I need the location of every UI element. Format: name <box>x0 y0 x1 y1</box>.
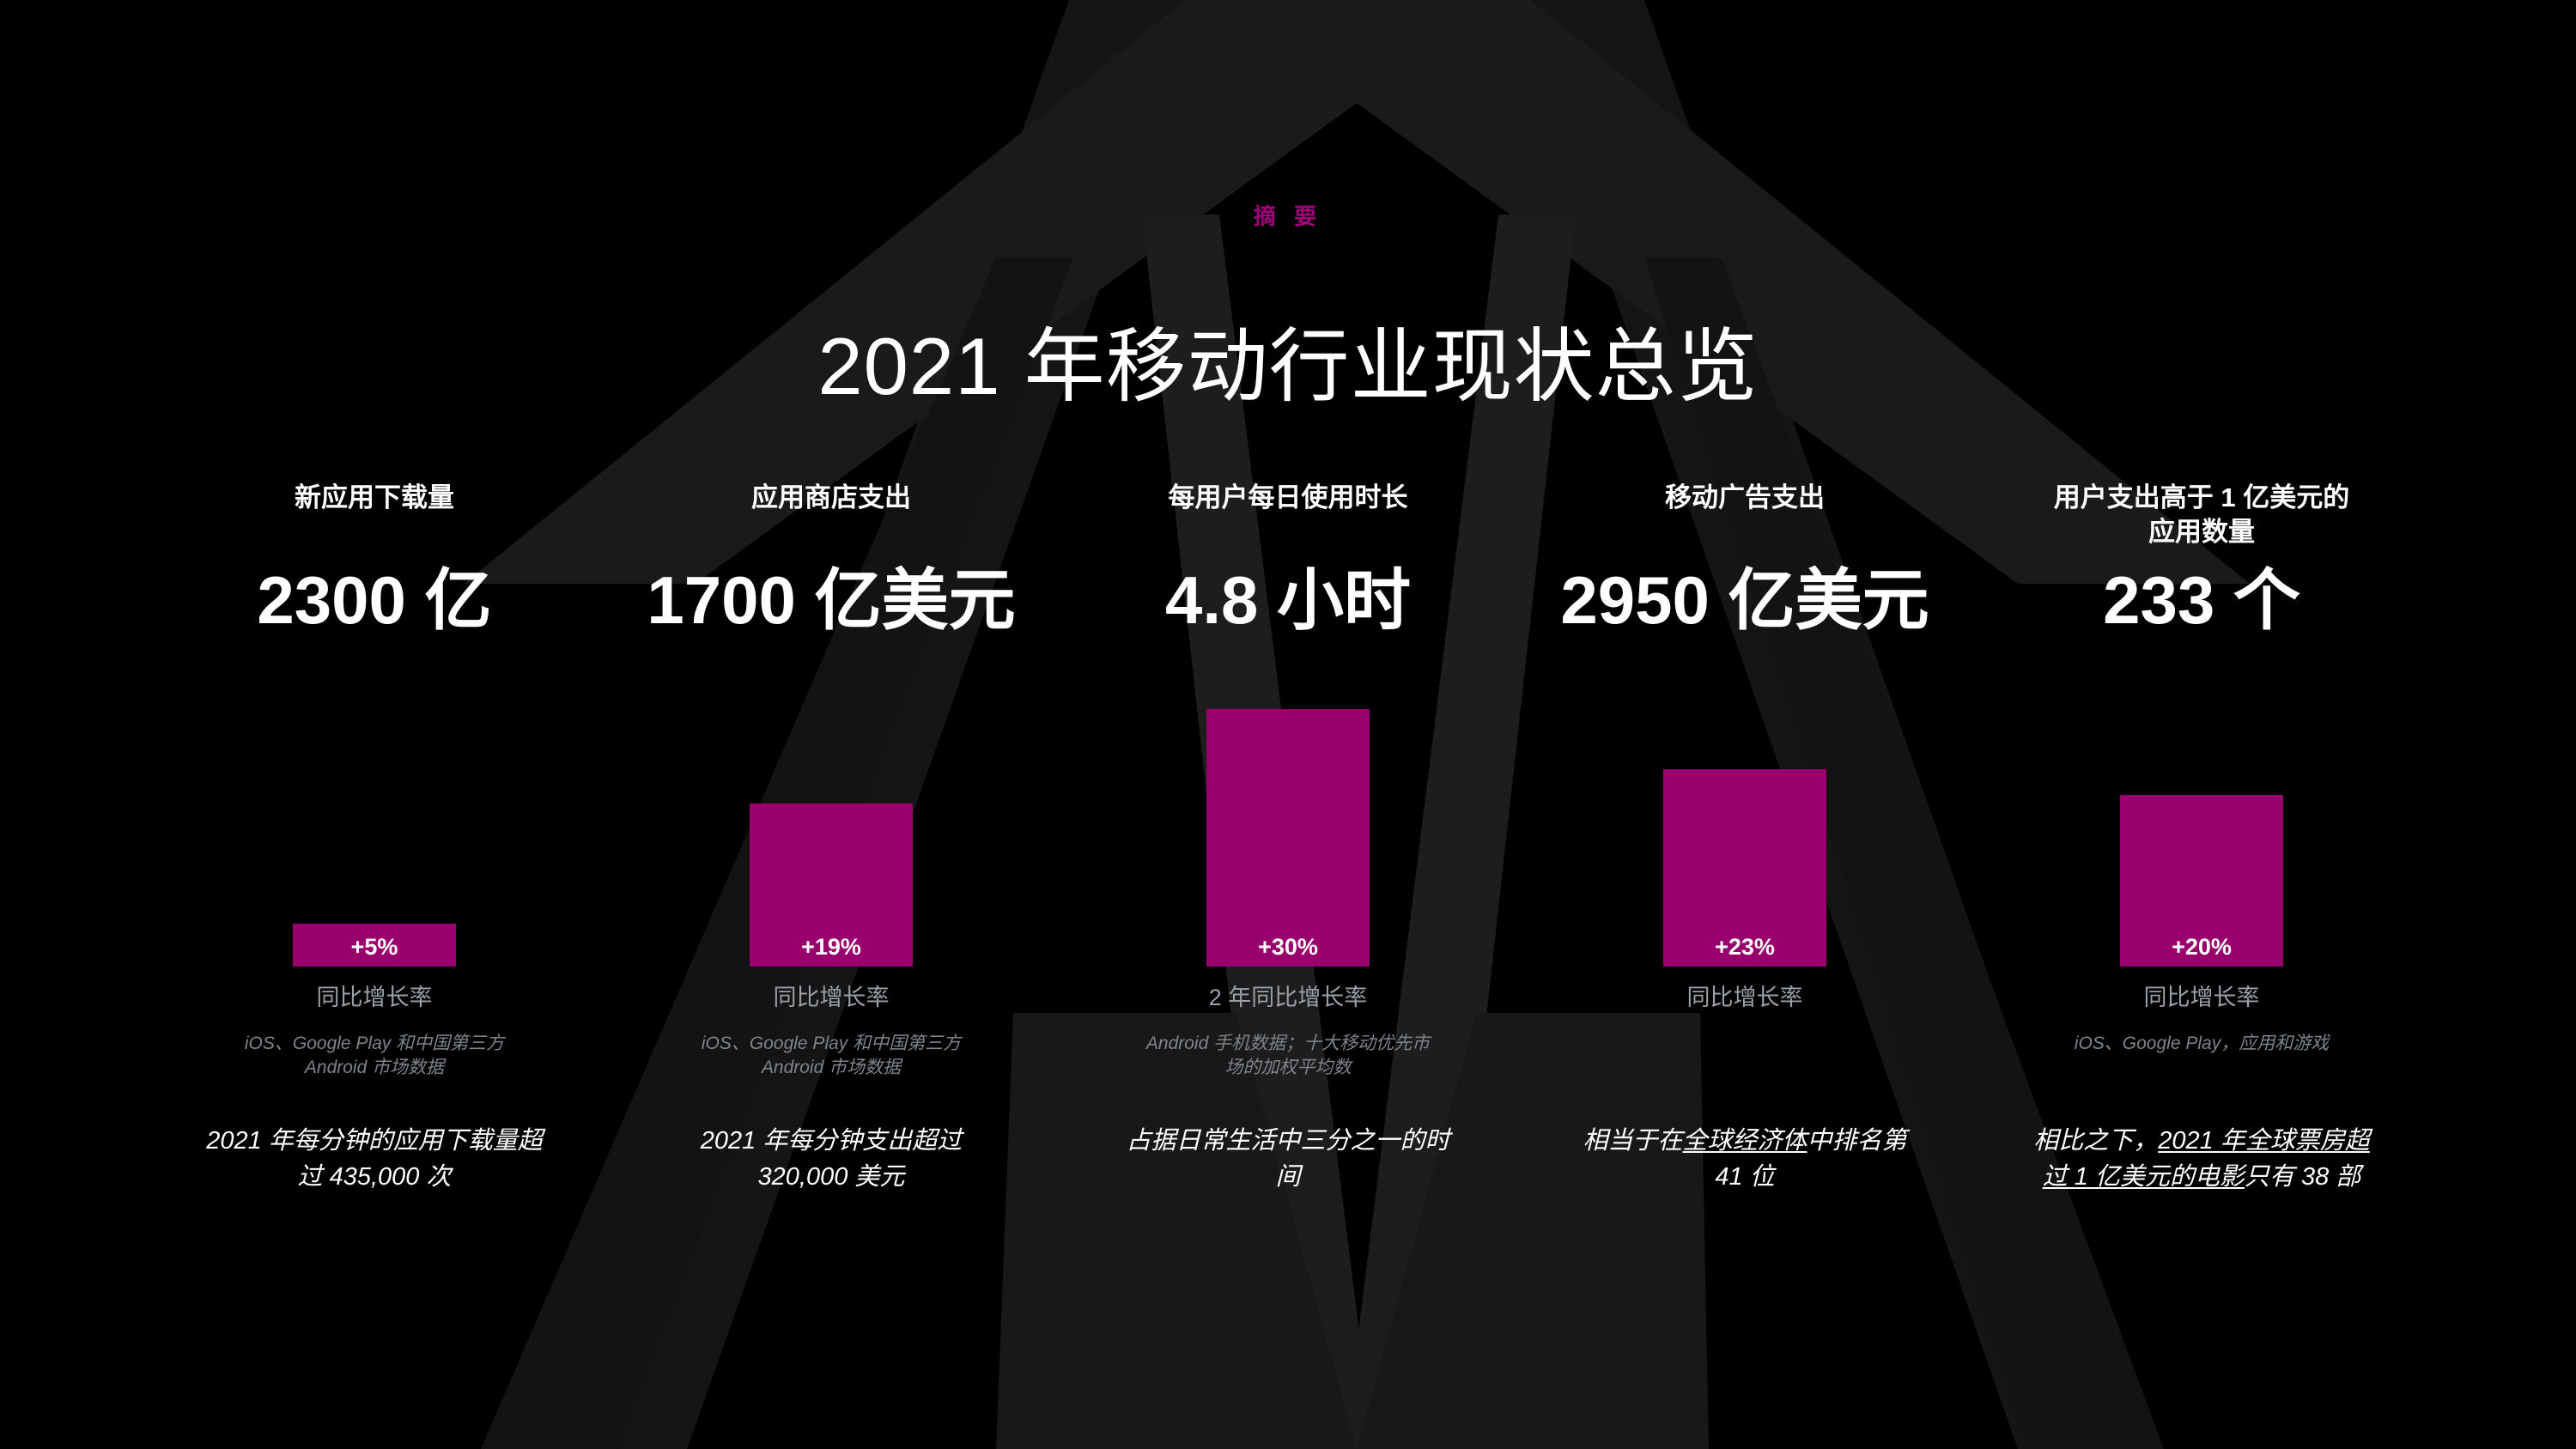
caption-text: 相比之下，2021 年全球票房超过 1 亿美元的电影只有 38 部 <box>2033 1127 2370 1191</box>
stat-value: 2300 亿 <box>257 562 492 638</box>
growth-label: 同比增长率 <box>2143 985 2260 1010</box>
bar-zone: +23% <box>1516 709 1973 967</box>
growth-label: 2 年同比增长率 <box>1208 985 1368 1010</box>
growth-label: 同比增长率 <box>316 985 433 1010</box>
bar-zone: +20% <box>1973 709 2430 967</box>
caption-column: 占据日常生活中三分之一的时间 <box>1060 1123 1516 1195</box>
caption-column: 2021 年每分钟支出超过 320,000 美元 <box>603 1123 1060 1195</box>
stat-label: 新应用下载量 <box>295 482 454 512</box>
captions-row: 2021 年每分钟的应用下载量超过 435,000 次 2021 年每分钟支出超… <box>146 1123 2430 1195</box>
bar-zone: +30% <box>1060 709 1516 967</box>
growth-bar: +30% <box>1206 709 1370 967</box>
stat-column-new-app-downloads: 新应用下载量 2300 亿 +5% 同比增长率 iOS、Google Play … <box>146 481 603 1253</box>
growth-bar: +20% <box>2120 795 2283 967</box>
source-note: iOS、Google Play 和中国第三方 Android 市场数据 <box>244 1034 505 1078</box>
stat-value: 2950 亿美元 <box>1560 562 1929 638</box>
stat-label: 每用户每日使用时长 <box>1168 482 1408 512</box>
growth-label: 同比增长率 <box>1686 985 1803 1010</box>
eyebrow-label: 摘 要 <box>1253 203 1323 229</box>
growth-bar-value: +5% <box>350 934 398 960</box>
stat-value: 4.8 小时 <box>1164 562 1412 638</box>
caption-column: 2021 年每分钟的应用下载量超过 435,000 次 <box>146 1123 603 1195</box>
source-note: Android 手机数据；十大移动优先市场的加权平均数 <box>1145 1034 1431 1078</box>
caption-column: 相比之下，2021 年全球票房超过 1 亿美元的电影只有 38 部 <box>1973 1123 2430 1195</box>
growth-bar-value: +20% <box>2172 934 2232 960</box>
source-note: iOS、Google Play，应用和游戏 <box>2074 1034 2330 1054</box>
growth-label: 同比增长率 <box>773 985 890 1010</box>
bar-zone: +19% <box>603 709 1060 967</box>
growth-bar-value: +23% <box>1715 934 1775 960</box>
growth-bar-value: +30% <box>1258 934 1318 960</box>
growth-bar: +5% <box>293 924 456 967</box>
stat-value: 1700 亿美元 <box>647 562 1016 638</box>
caption-text: 2021 年每分钟支出超过 320,000 美元 <box>700 1127 963 1191</box>
stat-label: 应用商店支出 <box>751 482 911 512</box>
growth-bar: +23% <box>1663 769 1826 967</box>
caption-text: 相当于在全球经济体中排名第 41 位 <box>1583 1127 1907 1191</box>
stat-value: 233 个 <box>2103 562 2300 638</box>
growth-bar-value: +19% <box>801 934 861 960</box>
caption-text: 占据日常生活中三分之一的时间 <box>1126 1127 1450 1191</box>
stat-label: 移动广告支出 <box>1665 482 1825 512</box>
caption-column: 相当于在全球经济体中排名第 41 位 <box>1516 1123 1973 1195</box>
growth-bar: +19% <box>750 803 913 967</box>
caption-text: 2021 年每分钟的应用下载量超过 435,000 次 <box>206 1127 543 1191</box>
page-title: 2021 年移动行业现状总览 <box>817 320 1759 411</box>
bar-zone: +5% <box>146 709 603 967</box>
source-note: iOS、Google Play 和中国第三方 Android 市场数据 <box>701 1034 962 1078</box>
stat-label: 用户支出高于 1 亿美元的应用数量 <box>2053 482 2350 547</box>
